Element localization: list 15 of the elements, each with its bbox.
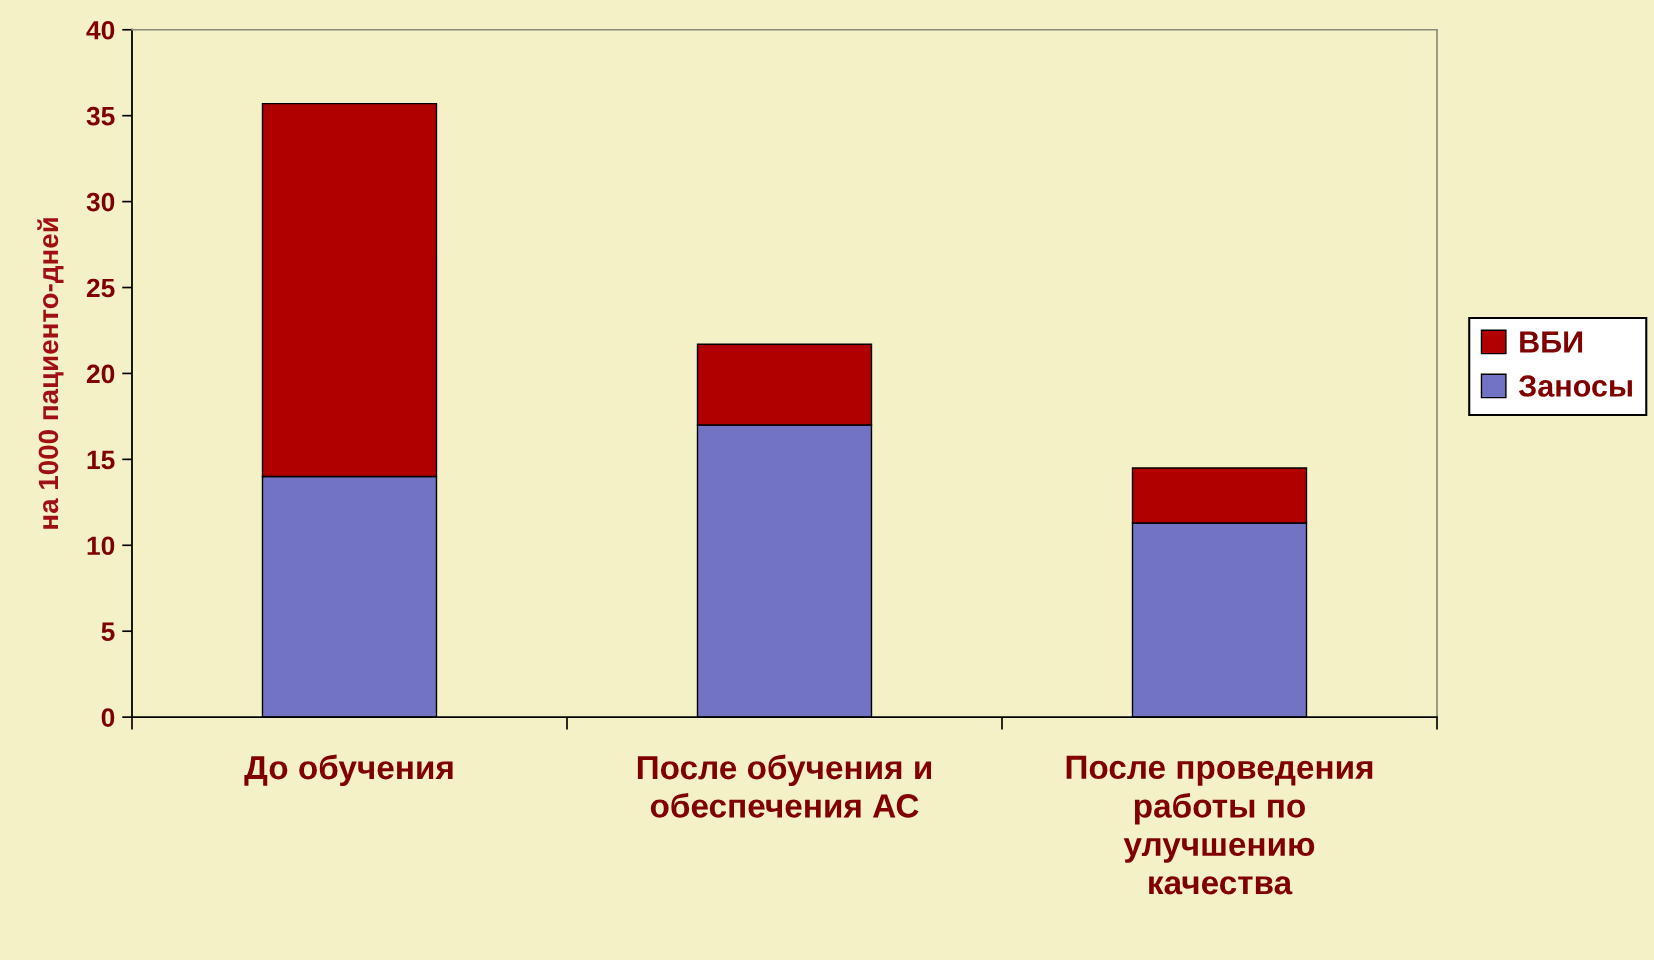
legend-label: ВБИ [1520, 331, 1583, 353]
x-tick-label: После обучения и обеспечения АС [637, 754, 932, 818]
legend-label: Заносы [1518, 375, 1632, 397]
y-tick-label: 20 [86, 364, 115, 384]
y-tick-label: 5 [101, 622, 115, 642]
y-tick-label: 40 [86, 20, 115, 40]
y-tick-label: 15 [87, 450, 115, 470]
y-axis-title: на 1000 пациенто-дней [37, 218, 64, 529]
x-tick-label: До обучения [244, 754, 453, 786]
y-tick-label: 10 [87, 536, 115, 556]
x-tick-label: После проведения работы по улучшению качества [1066, 755, 1373, 895]
y-tick-label: 0 [101, 708, 115, 727]
y-tick-label: 35 [86, 106, 115, 126]
y-tick-label: 25 [86, 278, 115, 298]
y-tick-label: 30 [86, 192, 115, 212]
